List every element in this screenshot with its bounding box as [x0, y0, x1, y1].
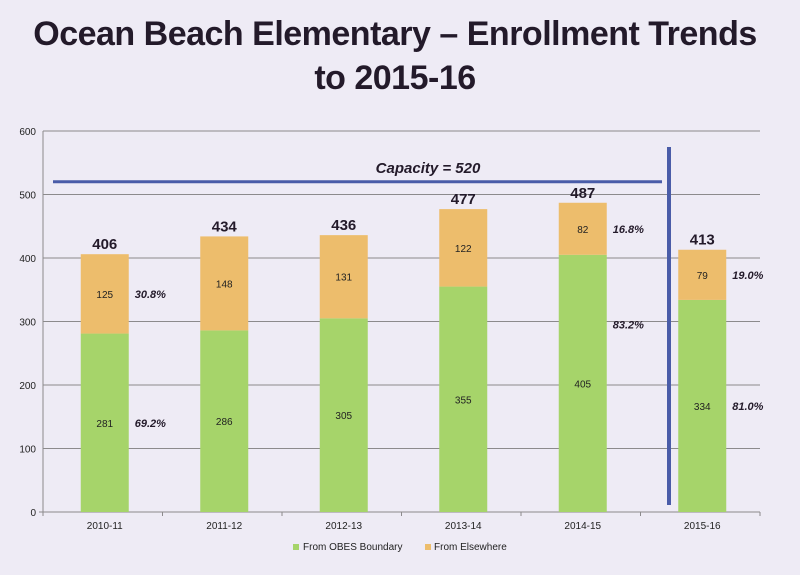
total-label: 477 [451, 191, 476, 208]
data-label-elsewhere: 82 [577, 225, 589, 236]
total-label: 413 [690, 232, 715, 249]
bar-segment-elsewhere [80, 254, 129, 334]
x-tick-label: 2013-14 [445, 521, 482, 532]
percent-label-obes-boundary: 69.2% [135, 418, 166, 430]
legend-swatch-elsewhere [425, 544, 431, 550]
data-label-obes-boundary: 355 [455, 395, 472, 406]
total-label: 436 [331, 217, 356, 234]
data-label-obes-boundary: 286 [216, 417, 233, 428]
bar-segment-obes-boundary [80, 333, 129, 512]
data-label-obes-boundary: 281 [96, 419, 113, 430]
x-tick-label: 2011-12 [206, 521, 242, 532]
y-tick-label: 600 [19, 127, 36, 138]
data-label-elsewhere: 148 [216, 279, 233, 290]
data-label-obes-boundary: 405 [574, 379, 591, 390]
bar-segment-obes-boundary [319, 318, 368, 512]
total-label: 434 [212, 218, 238, 235]
data-label-obes-boundary: 305 [335, 411, 352, 422]
percent-label-obes-boundary: 81.0% [732, 401, 763, 413]
y-tick-label: 0 [30, 508, 36, 519]
bar-segment-elsewhere [439, 209, 488, 287]
data-label-elsewhere: 125 [96, 290, 113, 301]
legend-swatch-obes-boundary [293, 544, 299, 550]
data-label-elsewhere: 131 [335, 273, 352, 284]
bar-segment-obes-boundary [439, 286, 488, 512]
x-tick-label: 2010-11 [87, 521, 123, 532]
bar-segment-elsewhere [200, 236, 249, 331]
x-tick-label: 2015-16 [684, 521, 721, 532]
data-label-elsewhere: 122 [455, 244, 472, 255]
total-label: 487 [570, 185, 595, 202]
chart-title: Ocean Beach Elementary – Enrollment Tren… [0, 12, 790, 100]
bar-segment-obes-boundary [678, 299, 727, 512]
y-tick-label: 500 [19, 191, 36, 202]
data-label-elsewhere: 79 [697, 271, 709, 282]
x-tick-label: 2014-15 [564, 521, 601, 532]
y-tick-label: 400 [19, 254, 36, 265]
y-tick-label: 100 [19, 445, 36, 456]
legend-label-elsewhere: From Elsewhere [434, 542, 507, 553]
title-line-2: to 2015-16 [314, 59, 476, 97]
total-label: 406 [92, 236, 117, 253]
percent-label-elsewhere: 16.8% [613, 224, 644, 236]
y-tick-label: 300 [19, 318, 36, 329]
percent-label-elsewhere: 30.8% [135, 289, 166, 301]
bar-segment-elsewhere [678, 249, 727, 300]
title-line-1: Ocean Beach Elementary – Enrollment Tren… [33, 15, 757, 53]
bar-segment-elsewhere [558, 202, 607, 255]
bar-segment-elsewhere [319, 235, 368, 319]
bar-segment-obes-boundary [200, 330, 249, 512]
data-label-obes-boundary: 334 [694, 402, 711, 413]
legend-label-obes-boundary: From OBES Boundary [303, 542, 402, 553]
y-tick-label: 200 [19, 381, 36, 392]
percent-label-elsewhere: 19.0% [732, 270, 763, 282]
x-tick-label: 2012-13 [325, 521, 362, 532]
bar-segment-obes-boundary [558, 254, 607, 512]
capacity-label: Capacity = 520 [376, 160, 481, 177]
percent-label-obes-boundary: 83.2% [613, 319, 644, 331]
